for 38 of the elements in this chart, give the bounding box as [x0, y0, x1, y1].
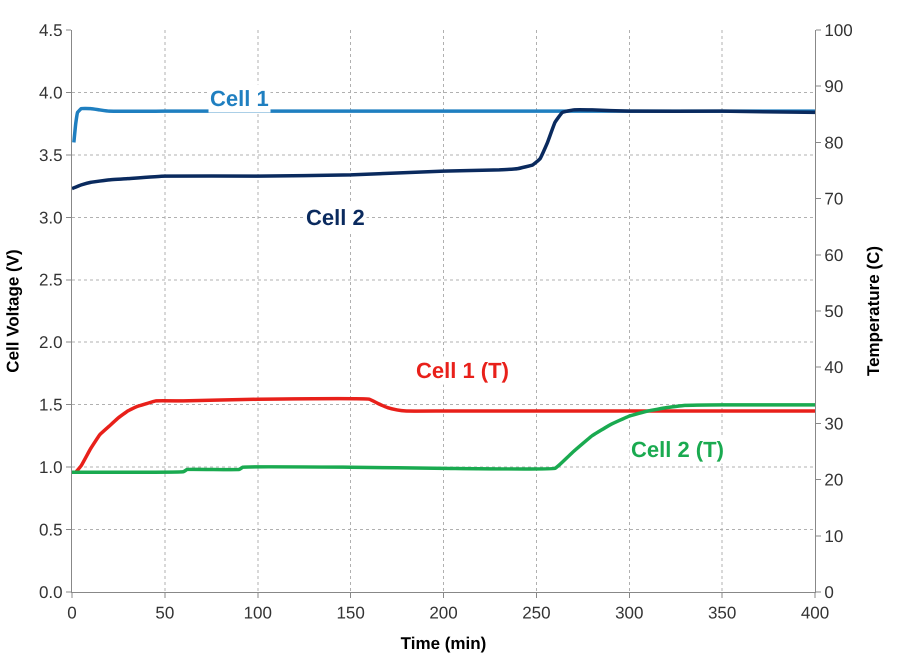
y2-tick-label: 30	[824, 414, 844, 434]
y-tick-label: 4.5	[38, 20, 63, 40]
y-tick-label: 3.0	[38, 208, 63, 228]
x-tick-label: 250	[522, 603, 551, 622]
y2-tick-label: 40	[824, 358, 844, 378]
y2-tick-label: 90	[824, 77, 844, 96]
x-tick-label: 300	[615, 603, 644, 622]
y2-tick-label: 80	[824, 133, 844, 152]
x-tick-label: 50	[155, 603, 174, 622]
y2-tick-label: 0	[824, 582, 834, 602]
y-tick-label: 0.5	[38, 520, 63, 540]
series-label: Cell 1	[210, 86, 269, 111]
y2-tick-label: 10	[824, 526, 844, 546]
y-tick-label: 2.5	[38, 270, 63, 290]
x-tick-label: 150	[336, 603, 365, 622]
y-tick-label: 4.0	[38, 83, 63, 102]
x-tick-label: 350	[708, 603, 736, 622]
x-tick-label: 0	[67, 603, 77, 622]
y-tick-label: 1.5	[38, 396, 63, 415]
y2-axis-title: Temperature (C)	[864, 246, 884, 376]
y2-tick-label: 100	[824, 20, 853, 40]
y-tick-label: 1.0	[38, 458, 63, 478]
y2-tick-label: 70	[824, 190, 844, 209]
y2-tick-label: 60	[824, 246, 844, 265]
y2-tick-label: 50	[824, 302, 844, 321]
x-tick-label: 200	[429, 603, 458, 622]
line-series	[72, 108, 815, 190]
y-tick-label: 2.0	[38, 333, 63, 352]
series-label: Cell 2	[306, 205, 365, 230]
series-label: Cell 1 (T)	[416, 358, 509, 383]
x-tick-label: 400	[800, 603, 830, 622]
series-label: Cell 2 (T)	[631, 437, 724, 462]
y-tick-label: 3.5	[38, 146, 63, 165]
x-tick-label: 100	[244, 603, 272, 622]
y-tick-label: 0.0	[38, 582, 63, 602]
x-axis-title: Time (min)	[400, 634, 486, 653]
y2-tick-label: 20	[824, 470, 844, 490]
y-axis-title: Cell Voltage (V)	[4, 249, 23, 373]
